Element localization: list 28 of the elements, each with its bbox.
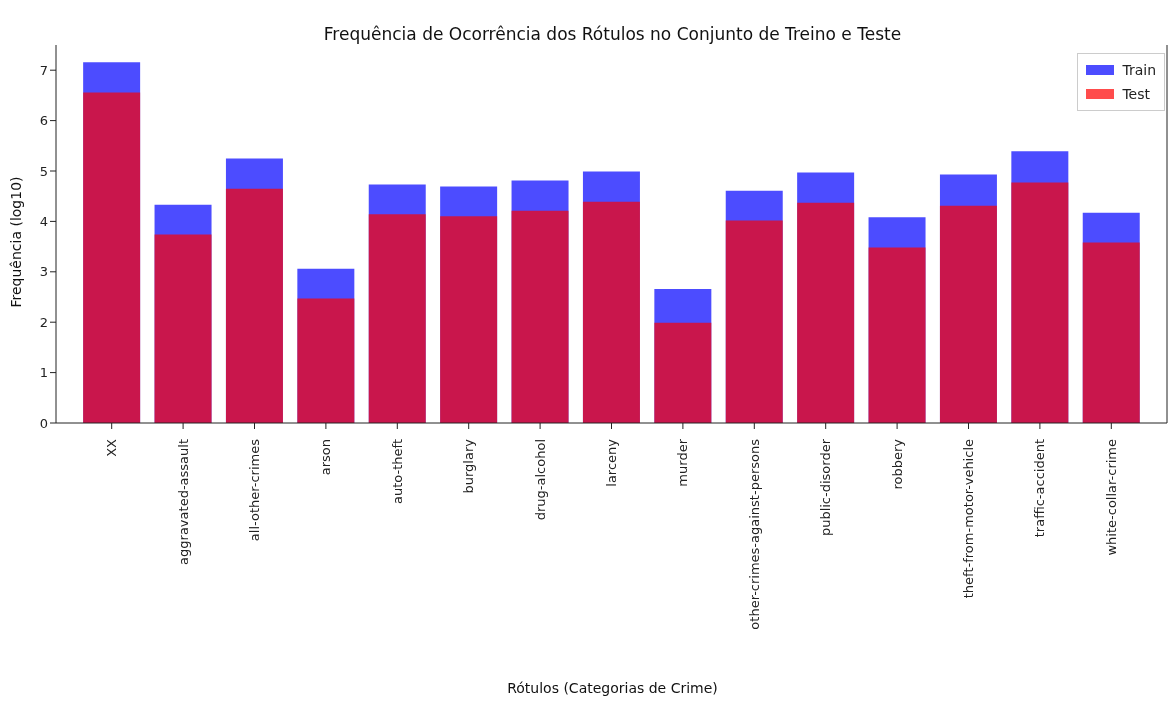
y-tick-label: 2 [39,314,48,330]
x-tick-label: burglary [461,438,477,494]
x-tick-label: white-collar-crime [1103,439,1119,556]
x-tick-label: murder [675,438,691,487]
x-tick-label: arson [318,439,334,476]
y-tick-label: 3 [39,264,48,280]
legend-label: Test [1122,85,1150,104]
y-tick-label: 7 [39,62,48,78]
x-tick-label: other-crimes-against-persons [746,438,762,630]
y-tick-label: 6 [39,113,48,129]
y-tick-label: 5 [39,163,48,179]
y-tick-label: 4 [39,214,48,230]
x-tick-label: auto-theft [389,439,405,504]
x-axis-title: Rótulos (Categorias de Crime) [506,680,719,696]
y-axis-title: Frequência (log10) [8,176,25,308]
x-tick-label: robbery [889,438,905,490]
x-tick-label: drug-alcohol [532,439,548,521]
x-tick-label: theft-from-motor-vehicle [961,439,976,599]
x-tick-label: larceny [604,438,619,487]
y-tick-label: 0 [39,415,48,431]
legend-label: Train [1122,61,1156,80]
x-tick-label: traffic-accident [1032,439,1048,538]
x-tick-label: public-disorder [818,438,834,537]
y-tick-label: 1 [39,365,48,381]
x-tick-label: all-other-crimes [247,438,262,542]
x-tick-label: aggravated-assault [175,439,191,565]
chart-title: Frequência de Ocorrência dos Rótulos no Conjunto de Treino e Teste [322,24,903,44]
x-tick-label: XX [104,438,120,457]
